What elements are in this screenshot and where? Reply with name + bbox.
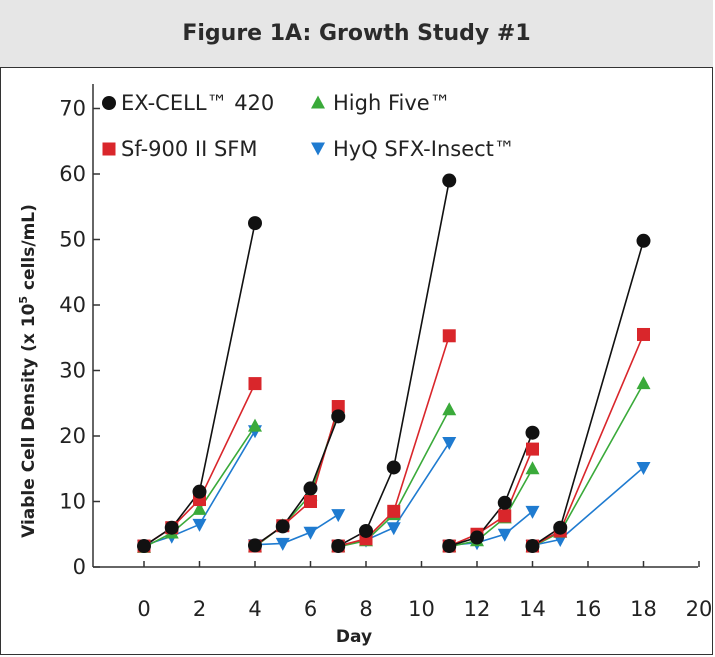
data-point [386,460,401,475]
data-point [192,501,207,515]
legend-label: Sf-900 II SFM [121,137,258,161]
series-line [338,335,451,547]
x-tick-label: 12 [464,597,491,621]
data-point [248,377,262,391]
series-line [532,334,645,547]
data-point [248,418,262,432]
series-line [143,222,256,547]
y-tick-label: 10 [59,490,86,514]
legend-marker [311,142,325,156]
y-axis-label: Viable Cell Density (x 105 cells/mL) [17,204,39,538]
x-tick-label: 8 [359,597,372,621]
data-point [553,520,568,535]
data-point [636,233,651,248]
data-point [636,461,651,475]
data-point [303,526,318,540]
data-point [442,329,456,343]
data-point [525,461,540,475]
x-tick-label: 16 [575,597,602,621]
data-point [525,505,540,519]
x-tick-label: 6 [304,597,317,621]
series-line [338,409,450,548]
series-line [449,432,534,547]
data-point [275,519,290,534]
data-point [442,402,457,416]
data-point [497,495,512,510]
x-tick-label: 10 [408,597,435,621]
legend-label: EX-CELL™ 420 [121,91,274,115]
data-point [192,484,207,499]
data-point [304,495,317,508]
data-point [387,504,401,518]
data-point [331,509,346,523]
data-point [636,376,651,390]
series-line [449,468,534,548]
x-axis-label: Day [336,627,372,647]
figure-title-bar: Figure 1A: Growth Study #1 [0,0,713,68]
x-tick-label: 14 [519,597,546,621]
x-tick-label: 20 [686,597,713,621]
series-line [337,180,451,547]
series-line [254,409,340,548]
data-point [275,537,290,551]
data-point [331,409,346,424]
y-tick-label: 30 [59,359,86,383]
data-point [164,520,179,535]
data-point [442,539,457,554]
data-point [442,173,457,188]
data-point [303,481,318,496]
data-point [137,539,151,554]
legend-marker [102,96,116,110]
data-point [497,528,512,542]
data-point [248,216,262,231]
data-point [470,530,484,545]
chart-title: Figure 1A: Growth Study #1 [182,21,531,46]
data-point [192,518,207,532]
data-point [442,437,457,451]
data-point [525,425,540,440]
data-point [526,442,539,456]
data-point [386,522,401,536]
y-tick-label: 40 [59,293,86,317]
data-point [331,539,346,554]
x-tick-label: 4 [248,597,261,621]
y-tick-label: 60 [59,162,86,186]
series-line [532,466,645,547]
series-line [448,448,534,547]
x-tick-label: 2 [193,597,206,621]
y-tick-label: 50 [59,228,86,252]
data-point [359,523,373,538]
series-line [532,240,645,547]
series-line [254,513,339,546]
series-line [254,406,340,547]
x-tick-label: 18 [630,597,657,621]
legend-marker [102,142,116,156]
y-tick-label: 0 [73,555,86,579]
legend-marker [311,95,325,109]
data-point [498,509,512,523]
legend-label: High Five™ [333,91,451,115]
x-tick-label: 0 [137,597,150,621]
series-line [254,416,339,547]
data-point [637,327,650,341]
legend-label: HyQ SFX-Insect™ [333,137,515,161]
data-point [248,538,262,553]
series-line [143,425,256,549]
y-tick-label: 70 [59,97,86,121]
data-point [331,400,345,414]
data-point [525,539,540,554]
y-tick-label: 20 [59,424,86,448]
